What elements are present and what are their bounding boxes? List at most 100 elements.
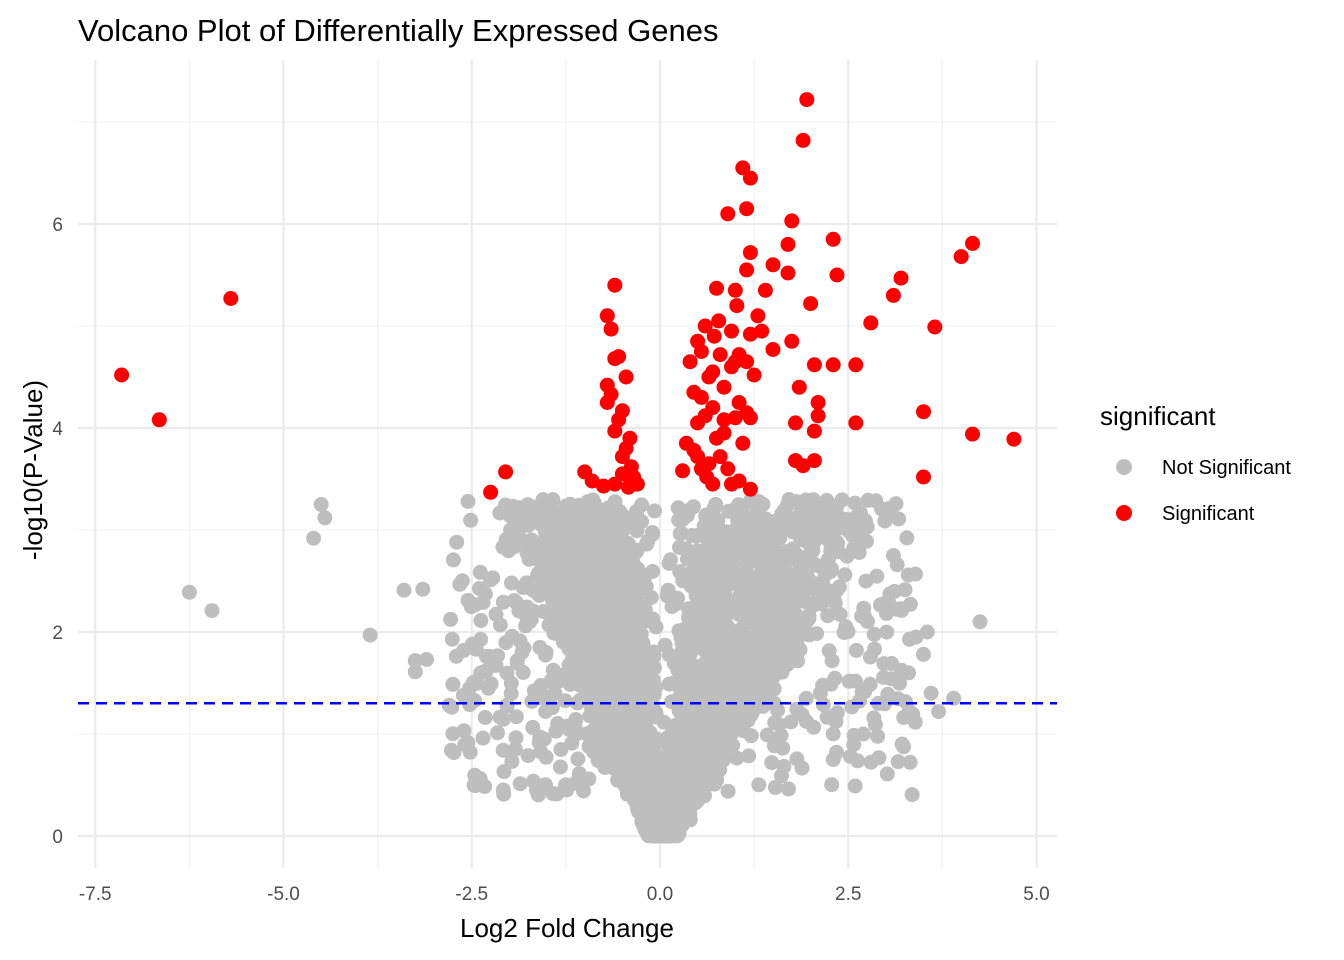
not-significant-point <box>879 766 895 782</box>
not-significant-point <box>839 548 855 564</box>
significant-point <box>711 313 727 329</box>
not-significant-point <box>784 633 799 649</box>
not-significant-point <box>699 620 715 635</box>
significant-point <box>716 379 732 395</box>
not-significant-point <box>519 599 535 615</box>
not-significant-point <box>592 680 607 696</box>
not-significant-point <box>852 693 868 709</box>
significant-point <box>953 249 969 265</box>
significant-point <box>724 323 739 339</box>
not-significant-point <box>775 740 791 756</box>
x-tick-label: 2.5 <box>835 884 861 905</box>
significant-point <box>682 354 698 370</box>
not-significant-point <box>781 781 796 797</box>
y-axis-ticks: 0 2 4 6 <box>52 215 63 848</box>
not-significant-point <box>621 568 637 584</box>
not-significant-point <box>641 806 657 822</box>
not-significant-point <box>646 789 662 805</box>
not-significant-point <box>545 662 561 678</box>
not-significant-point <box>628 505 644 521</box>
significant-point <box>863 315 879 331</box>
not-significant-point <box>519 575 535 591</box>
not-significant-point <box>718 684 734 700</box>
not-significant-point <box>668 739 684 755</box>
not-significant-point <box>850 753 865 769</box>
significant-point <box>712 347 728 363</box>
not-significant-point <box>443 742 459 758</box>
significant-point <box>599 308 615 324</box>
x-axis-ticks: -7.5 -5.0 -2.5 0.0 2.5 5.0 <box>79 884 1050 905</box>
not-significant-point <box>832 606 848 622</box>
not-significant-point <box>638 742 654 757</box>
not-significant-point <box>586 709 602 725</box>
not-significant-point <box>525 719 541 735</box>
not-significant-point <box>904 787 920 803</box>
not-significant-point <box>614 725 630 741</box>
not-significant-point <box>813 586 829 602</box>
significant-point <box>739 262 755 278</box>
not-significant-point <box>597 717 612 733</box>
not-significant-point <box>879 624 895 640</box>
not-significant-point <box>475 594 491 610</box>
not-significant-point <box>646 648 662 664</box>
not-significant-point <box>753 631 769 646</box>
not-significant-point <box>460 685 476 701</box>
not-significant-point <box>884 656 900 671</box>
not-significant-point <box>892 675 908 691</box>
significant-point <box>599 395 615 410</box>
significant-point <box>810 395 826 410</box>
not-significant-point <box>473 613 489 628</box>
not-significant-point <box>536 731 552 747</box>
not-significant-point <box>877 596 893 611</box>
not-significant-point <box>765 641 781 657</box>
not-significant-point <box>646 660 662 676</box>
significant-point <box>607 476 623 492</box>
significant-point <box>611 412 627 428</box>
significant-point <box>788 415 803 431</box>
not-significant-point <box>790 653 805 669</box>
significant-point <box>765 342 781 357</box>
not-significant-point <box>619 759 635 775</box>
significant-point <box>780 265 796 281</box>
legend: significant Not Significant Significant <box>1100 401 1291 525</box>
not-significant-point <box>859 533 874 549</box>
not-significant-point <box>684 662 700 678</box>
significant-point <box>498 464 514 480</box>
significant-point <box>151 412 167 428</box>
not-significant-point <box>591 548 607 563</box>
not-significant-point <box>900 567 916 583</box>
not-significant-point <box>558 565 574 581</box>
legend-key-not-significant <box>1116 459 1132 475</box>
not-significant-point <box>683 766 699 782</box>
not-significant-point <box>529 782 544 798</box>
not-significant-point <box>472 564 488 580</box>
not-significant-point <box>806 719 822 735</box>
significant-point <box>750 308 766 324</box>
not-significant-point <box>661 555 677 571</box>
significant-point <box>1006 431 1022 447</box>
significant-point <box>927 319 943 335</box>
not-significant-point <box>759 727 775 743</box>
not-significant-point <box>504 753 520 769</box>
not-significant-point <box>852 505 868 521</box>
not-significant-point <box>923 685 939 701</box>
not-significant-point <box>537 524 553 540</box>
not-significant-point <box>901 665 916 681</box>
significant-point <box>791 379 807 395</box>
significant-point <box>618 369 634 385</box>
not-significant-point <box>730 692 746 708</box>
not-significant-point <box>788 613 804 629</box>
not-significant-point <box>671 623 687 639</box>
not-significant-point <box>755 524 770 540</box>
not-significant-point <box>783 714 799 730</box>
significant-point <box>742 481 758 497</box>
significant-point <box>607 277 623 293</box>
not-significant-point <box>672 539 687 555</box>
not-significant-point <box>516 640 532 656</box>
not-significant-point <box>721 593 737 609</box>
not-significant-point <box>870 728 886 744</box>
not-significant-point <box>690 635 705 651</box>
not-significant-point <box>902 596 918 612</box>
not-significant-point <box>543 508 559 524</box>
